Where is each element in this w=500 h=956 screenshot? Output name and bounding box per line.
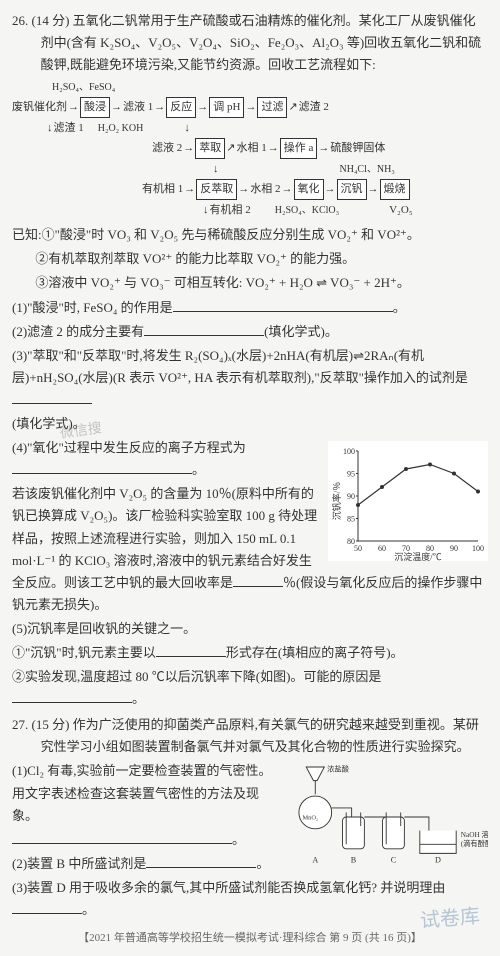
flow-below1: H₂O₂ KOH: [98, 121, 144, 136]
flow-input-top: H₂SO₄、FeSO₄: [52, 80, 115, 95]
svg-text:60: 60: [378, 544, 386, 553]
blank-line: [12, 689, 132, 703]
q26-sub5b: ①"沉钒"时,钒元素主要以形式存在(填相应的离子符号)。: [12, 642, 488, 664]
arrow-icon: →: [153, 99, 166, 116]
arrow-icon: →: [244, 99, 257, 116]
flow-aq1: 水相 1: [236, 140, 266, 157]
flow-op-a: 操作 a: [280, 138, 318, 159]
precipitation-chart: 80 85 90 95 100 50 60 70 80 90 100 沉钒率/％…: [328, 441, 488, 561]
arrow-up-icon: ↗: [287, 99, 298, 116]
q26-intro: 五氧化二钒常用于生产硫酸或石油精炼的催化剂。某化工厂从废钒催化剂中(含有 K₂S…: [41, 13, 482, 72]
arrow-icon: →: [324, 181, 337, 198]
q26-number: 26.: [12, 13, 28, 28]
flow-step5: 萃取: [195, 138, 225, 159]
svg-text:D: D: [435, 856, 441, 865]
svg-text:B: B: [351, 856, 357, 865]
flow-org1: 有机相 1: [142, 181, 183, 198]
watermark-1: 试卷库: [419, 899, 482, 938]
q26-sub5a: (5)沉钒率是回收钒的关键之一。: [12, 618, 488, 640]
blank-line: [12, 830, 232, 844]
arrow-icon: →: [267, 140, 280, 157]
q27-intro: 作为广泛使用的抑菌类产品原料,有关氯气的研究越来越受到重视。某研究性学习小组如图…: [41, 717, 479, 754]
arrow-icon: →: [183, 181, 196, 198]
svg-text:95: 95: [347, 470, 355, 479]
svg-text:90: 90: [450, 544, 458, 553]
q26-sub3a: (3)"萃取"和"反萃取"时,将发生 R₂(SO₄)ₓ(水层)+2nHA(有机层…: [12, 345, 488, 411]
arrow-icon: →: [317, 140, 330, 157]
q26-points: (14 分): [32, 13, 70, 28]
apparatus-diagram: MnO₂ 浓盐酸 A B C D NaOH 溶液 (滴有酚酞): [288, 762, 488, 872]
arrow-icon: →: [196, 99, 209, 116]
svg-text:90: 90: [347, 492, 355, 501]
flow-step4: 过滤: [257, 97, 287, 118]
q27-number: 27.: [12, 717, 28, 732]
svg-text:100: 100: [472, 544, 484, 553]
q26-sub1: (1)"酸浸"时, FeSO₄ 的作用是。: [12, 297, 488, 319]
flow-residue2: 滤渣 2: [299, 99, 329, 116]
flow-step6: 反萃取: [196, 179, 237, 200]
svg-text:NaOH 溶液: NaOH 溶液: [461, 830, 488, 839]
blank-line: [173, 298, 393, 312]
flow-solution2: 滤液 2: [152, 140, 182, 157]
blank-line: [12, 460, 192, 474]
svg-text:A: A: [312, 856, 318, 865]
arrow-down-icon: ↓: [46, 120, 54, 137]
svg-text:100: 100: [343, 447, 355, 456]
q27-points: (15 分): [32, 717, 70, 732]
arrow-up-icon: ↗: [225, 140, 236, 157]
q27-sub3: (3)装置 D 用于吸收多余的氯气,其中所盛试剂能否换成氢氧化钙? 并说明理由。: [12, 877, 488, 921]
flow-step7: 氧化: [294, 179, 324, 200]
flow-mid1a: 滤液 1: [123, 99, 153, 116]
blank-line: [144, 322, 264, 336]
q26-sub2: (2)滤渣 2 的成分主要有(填化学式)。: [12, 321, 488, 343]
known-label: 已知:①"酸浸"时 VO₃ 和 V₂O₅ 先与稀硫酸反应分别生成 VO₂⁺ 和 …: [12, 224, 488, 246]
flow-right-top: NH₄Cl、NH₃: [340, 162, 395, 177]
blank-line: [12, 900, 82, 914]
chart-xlabel: 沉淀温度/℃: [394, 551, 442, 561]
blank-line: [156, 643, 226, 657]
flow-out: V₂O₅: [389, 202, 413, 219]
flow-step1: 酸浸: [80, 97, 110, 118]
arrow-down-icon: ↓: [183, 120, 191, 137]
flow-org2: 有机相 2: [210, 202, 251, 219]
arrow-icon: →: [367, 181, 380, 198]
svg-text:浓盐酸: 浓盐酸: [327, 765, 350, 774]
flow-step9: 煅烧: [380, 179, 410, 200]
chart-ylabel: 沉钒率/％: [331, 482, 342, 521]
svg-text:50: 50: [354, 544, 362, 553]
flow-start: 废钒催化剂: [12, 99, 67, 116]
blank-line: [233, 573, 283, 587]
svg-text:C: C: [391, 856, 396, 865]
known1: ①"酸浸"时 VO₃ 和 V₂O₅ 先与稀硫酸反应分别生成 VO₂⁺ 和 VO²…: [42, 227, 420, 242]
flow-step3: 调 pH: [209, 97, 244, 118]
arrow-down-icon: ↓: [212, 161, 220, 178]
arrow-icon: →: [281, 181, 294, 198]
arrow-icon: →: [110, 99, 123, 116]
flow-prod1: 硫酸钾固体: [330, 140, 385, 157]
svg-text:(滴有酚酞): (滴有酚酞): [461, 840, 488, 849]
q26-sub5c: ②实验发现,温度超过 80 ℃以后沉钒率下降(如图)。可能的原因是。: [12, 666, 488, 710]
q26-flow-diagram: H₂SO₄、FeSO₄ 废钒催化剂 → 酸浸 → 滤液 1 → 反应 → 调 p…: [12, 80, 488, 218]
svg-text:85: 85: [347, 515, 355, 524]
arrow-icon: →: [67, 99, 80, 116]
flow-step2: 反应: [166, 97, 196, 118]
flow-aq2: 水相 2: [250, 181, 280, 198]
svg-text:MnO₂: MnO₂: [303, 815, 319, 822]
flow-below2: H₂SO₄、KClO₃: [275, 203, 339, 218]
flow-step8: 沉钒: [337, 179, 367, 200]
blank-line: [12, 390, 92, 404]
arrow-icon: →: [237, 181, 250, 198]
known3: ③溶液中 VO₂⁺ 与 VO₃⁻ 可相互转化: VO₂⁺ + H₂O ⇌ VO₃…: [35, 272, 488, 294]
blank-line: [146, 854, 256, 868]
page-footer: 【2021 年普通高等学校招生统一模拟考试·理科综合 第 9 页 (共 16 页…: [12, 929, 488, 948]
arrow-icon: →: [182, 140, 195, 157]
q27-header: 27. (15 分) 作为广泛使用的抑菌类产品原料,有关氯气的研究越来越受到重视…: [41, 714, 488, 758]
flow-residue1: 滤渣 1: [54, 120, 84, 137]
known2: ②有机萃取剂萃取 VO²⁺ 的能力比萃取 VO₂⁺ 的能力强。: [35, 248, 488, 270]
q26-header: 26. (14 分) 五氧化二钒常用于生产硫酸或石油精炼的催化剂。某化工厂从废钒…: [41, 10, 488, 76]
arrow-down-icon: ↓: [202, 202, 210, 219]
